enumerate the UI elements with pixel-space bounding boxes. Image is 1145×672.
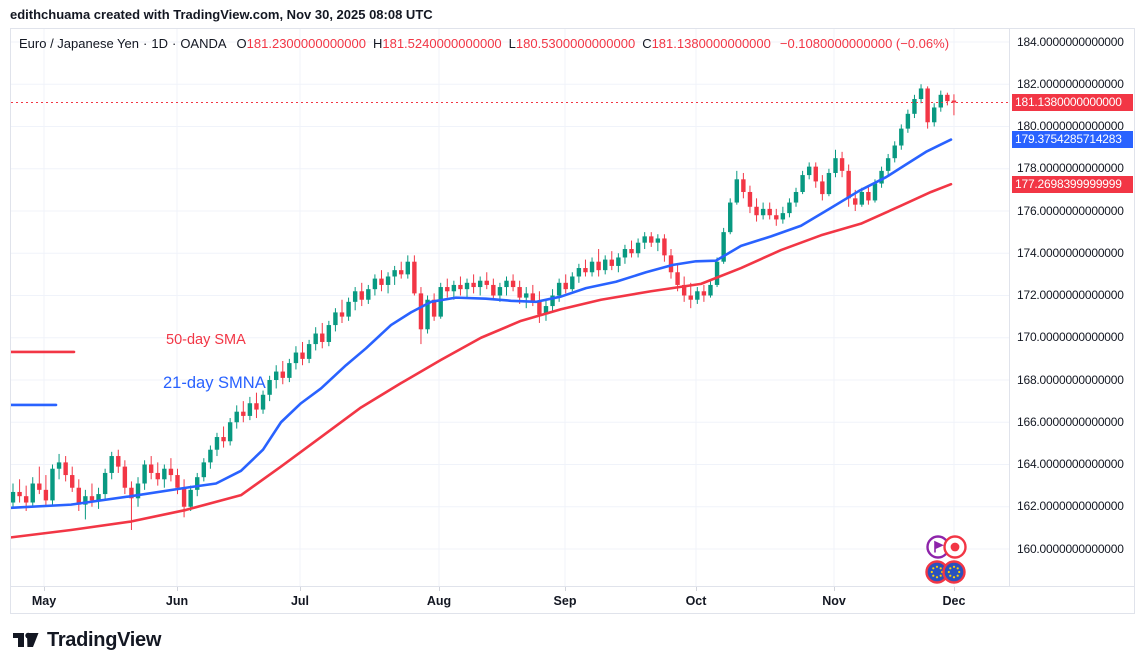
price-axis-label: 174.0000000000000: [1017, 245, 1124, 260]
exchange-label: OANDA: [180, 36, 227, 51]
chart-legend: Euro / Japanese Yen · 1D · OANDA O181.2300000…: [19, 36, 949, 51]
jpy-flag-pair-icon: [926, 535, 967, 559]
close-label: C: [642, 36, 652, 51]
tradingview-logo-icon: [13, 632, 39, 647]
low-label: L: [508, 36, 516, 51]
price-axis-label: 170.0000000000000: [1017, 330, 1124, 345]
price-axis-label: 178.0000000000000: [1017, 161, 1124, 176]
time-axis-label: Nov: [822, 594, 846, 608]
high-label: H: [372, 36, 383, 51]
open-label: O: [236, 36, 247, 51]
price-badge: 181.1380000000000: [1012, 93, 1133, 111]
price-axis-label: 160.0000000000000: [1017, 541, 1124, 556]
interval-label: 1D: [151, 36, 168, 51]
time-axis-label: Dec: [942, 594, 966, 608]
eur-flag-pair-icon: [925, 560, 966, 584]
time-axis-label: Oct: [685, 594, 707, 608]
time-axis-label: Jun: [165, 594, 189, 608]
sma21-text-annotation: 21-day SMNA: [163, 374, 266, 392]
open-value: 181.2300000000000: [246, 36, 366, 51]
sma50-text-annotation: 50-day SMA: [166, 332, 246, 348]
time-axis-label: Sep: [553, 594, 577, 608]
price-axis-label: 184.0000000000000: [1017, 34, 1124, 49]
currency-pair-icons: [925, 535, 967, 584]
time-axis-tick: [834, 587, 835, 591]
time-axis-tick: [954, 587, 955, 591]
price-axis-label: 176.0000000000000: [1017, 203, 1124, 218]
price-axis-label: 168.0000000000000: [1017, 372, 1124, 387]
symbol-name: Euro / Japanese Yen: [19, 36, 139, 51]
price-axis-label: 182.0000000000000: [1017, 76, 1124, 91]
tradingview-logo-text: TradingView: [47, 628, 162, 651]
time-axis-tick: [44, 587, 45, 591]
time-axis-tick: [177, 587, 178, 591]
time-axis-tick: [300, 587, 301, 591]
chart-widget: Euro / Japanese Yen · 1D · OANDA O181.2300000…: [10, 28, 1135, 614]
low-value: 180.5300000000000: [515, 36, 636, 51]
price-axis-label: 180.0000000000000: [1017, 119, 1124, 133]
legend-separator: ·: [143, 36, 148, 51]
price-chart-canvas[interactable]: [11, 29, 1009, 586]
time-axis-label: Jul: [290, 594, 310, 608]
price-axis[interactable]: 184.0000000000000 182.0000000000000 180.00…: [1009, 29, 1134, 586]
tradingview-logo: TradingView: [12, 628, 161, 652]
ohlc-values: O181.2300000000000 H181.5240000000000 L180…: [237, 36, 949, 51]
legend-separator: ·: [171, 36, 177, 51]
time-axis[interactable]: May Jun Jul Aug Sep Oct Nov Dec: [11, 586, 1134, 612]
high-value: 181.5240000000000: [382, 36, 502, 51]
price-badge: 179.3754285714283: [1012, 131, 1133, 149]
close-value: 181.1380000000000: [651, 36, 771, 51]
price-axis-label: 162.0000000000000: [1017, 499, 1124, 514]
price-axis-label: 166.0000000000000: [1017, 414, 1124, 429]
time-axis-label: Aug: [426, 594, 452, 608]
attribution-text: edithchuama created with TradingView.com…: [10, 7, 433, 22]
time-axis-tick: [439, 587, 440, 591]
price-axis-label: 172.0000000000000: [1017, 288, 1124, 302]
price-badge: 177.2698399999999: [1012, 175, 1133, 193]
time-axis-label: May: [31, 594, 57, 608]
time-axis-tick: [565, 587, 566, 591]
price-axis-label: 164.0000000000000: [1017, 457, 1124, 471]
time-axis-tick: [696, 587, 697, 591]
change-value: −0.1080000000000 (−0.06%): [779, 36, 950, 51]
